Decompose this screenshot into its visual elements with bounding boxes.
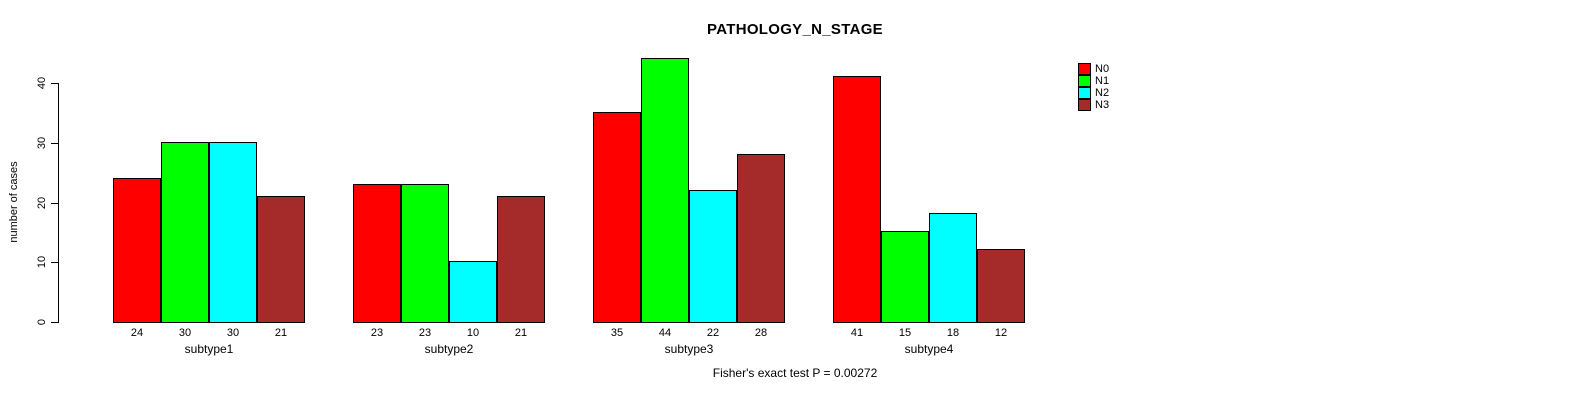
bar-value-label: 10 xyxy=(466,327,480,339)
y-axis-tick xyxy=(51,143,58,144)
legend-swatch xyxy=(1078,75,1091,87)
bar-value-label: 35 xyxy=(610,327,624,339)
chart-title: PATHOLOGY_N_STAGE xyxy=(707,21,883,38)
x-category-label: subtype3 xyxy=(664,342,714,356)
bar xyxy=(641,58,689,323)
bar-value-label: 22 xyxy=(706,327,720,339)
bar xyxy=(449,261,497,323)
y-axis-tick xyxy=(51,262,58,263)
bar xyxy=(737,154,785,323)
bar xyxy=(929,213,977,323)
bar-value-label: 41 xyxy=(850,327,864,339)
legend-label: N0 xyxy=(1095,63,1110,75)
x-category-label: subtype1 xyxy=(184,342,234,356)
y-axis-tick-label: 10 xyxy=(36,255,48,269)
bar xyxy=(401,184,449,323)
bar xyxy=(209,142,257,323)
y-axis-line xyxy=(58,83,59,323)
bar-value-label: 12 xyxy=(994,327,1008,339)
y-axis-tick xyxy=(51,203,58,204)
legend-item: N1 xyxy=(1078,75,1109,87)
y-axis-tick-label: 0 xyxy=(36,318,48,326)
bar-value-label: 15 xyxy=(898,327,912,339)
bar-value-label: 30 xyxy=(226,327,240,339)
bar-value-label: 21 xyxy=(274,327,288,339)
bar-value-label: 23 xyxy=(370,327,384,339)
stat-annotation: Fisher's exact test P = 0.00272 xyxy=(712,366,878,380)
bar xyxy=(881,231,929,323)
bar xyxy=(497,196,545,323)
bar xyxy=(257,196,305,323)
x-category-label: subtype2 xyxy=(424,342,474,356)
legend-label: N2 xyxy=(1095,87,1110,99)
bar xyxy=(593,112,641,323)
legend-item: N3 xyxy=(1078,99,1109,111)
y-axis-tick-label: 30 xyxy=(36,136,48,150)
bar-value-label: 18 xyxy=(946,327,960,339)
legend: N0 N1 N2 N3 xyxy=(1078,63,1109,111)
bar xyxy=(833,76,881,323)
bar xyxy=(161,142,209,323)
bar-value-label: 44 xyxy=(658,327,672,339)
y-axis-tick xyxy=(51,322,58,323)
legend-item: N2 xyxy=(1078,87,1109,99)
legend-swatch xyxy=(1078,99,1091,111)
legend-swatch xyxy=(1078,63,1091,75)
x-category-label: subtype4 xyxy=(904,342,954,356)
bar xyxy=(353,184,401,323)
y-axis-tick xyxy=(51,83,58,84)
legend-item: N0 xyxy=(1078,63,1109,75)
bar-value-label: 23 xyxy=(418,327,432,339)
bar-value-label: 30 xyxy=(178,327,192,339)
y-axis-title: number of cases xyxy=(8,161,20,243)
bar xyxy=(113,178,161,323)
legend-label: N3 xyxy=(1095,99,1110,111)
bar xyxy=(977,249,1025,323)
legend-swatch xyxy=(1078,87,1091,99)
y-axis-tick-label: 20 xyxy=(36,196,48,210)
bar-value-label: 28 xyxy=(754,327,768,339)
bar-value-label: 24 xyxy=(130,327,144,339)
y-axis-tick-label: 40 xyxy=(36,76,48,90)
bar xyxy=(689,190,737,323)
bar-value-label: 21 xyxy=(514,327,528,339)
legend-label: N1 xyxy=(1095,75,1110,87)
